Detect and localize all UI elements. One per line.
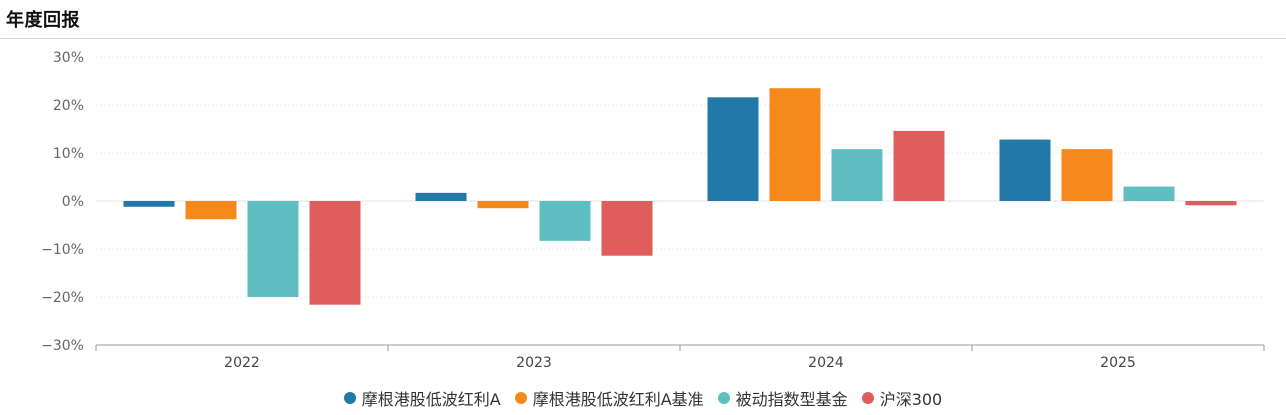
y-tick-label: −20% [41,290,84,306]
legend-dot-icon [861,392,874,404]
legend-item-4[interactable]: 沪深300 [861,386,943,410]
legend-label: 被动指数型基金 [735,390,848,409]
y-tick-label: 20% [53,98,84,114]
legend-dot-icon [343,392,356,404]
y-tick-label: 0% [62,194,84,210]
x-category-label: 2025 [1100,355,1136,371]
y-tick-label: 30% [53,50,84,66]
x-category-label: 2023 [516,355,552,371]
annual-return-chart: 30% 20% 10% 0% −10% −20% −30% 2022 2023 2024 2025 [41,50,1265,371]
bar-2023-2 [477,201,529,209]
bar-2025-3 [1123,186,1175,201]
bar-2023-3 [539,201,591,241]
bar-2024-1 [707,97,759,201]
legend-item-3[interactable]: 被动指数型基金 [717,386,848,410]
chart-legend: 摩根港股低波红利A 摩根港股低波红利A基准 被动指数型基金 沪深300 [0,386,1286,410]
bar-2023-1 [415,192,467,201]
legend-dot-icon [514,392,527,404]
bar-2022-4 [309,201,361,305]
legend-item-2[interactable]: 摩根港股低波红利A基准 [514,386,704,410]
title-bar: 年度回报 [0,0,1286,39]
legend-label: 沪深300 [879,390,943,409]
y-tick-label: −30% [41,338,84,354]
bar-2025-1 [999,139,1051,201]
bar-2024-3 [831,149,883,201]
bar-2025-4 [1185,201,1237,206]
legend-label: 摩根港股低波红利A基准 [532,390,704,409]
y-tick-label: −10% [41,242,84,258]
page-title: 年度回报 [6,10,80,31]
y-tick-label: 10% [53,146,84,162]
bar-2022-2 [185,201,237,220]
bar-2022-1 [123,201,175,207]
bar-2025-2 [1061,149,1113,201]
x-category-label: 2024 [808,355,844,371]
legend-label: 摩根港股低波红利A [361,390,501,409]
x-category-label: 2022 [224,355,260,371]
bar-2022-3 [247,201,299,297]
legend-item-1[interactable]: 摩根港股低波红利A [343,386,501,410]
bar-2023-4 [601,201,653,256]
bar-2024-4 [893,130,945,201]
bar-2024-2 [769,88,821,201]
legend-dot-icon [717,392,730,404]
